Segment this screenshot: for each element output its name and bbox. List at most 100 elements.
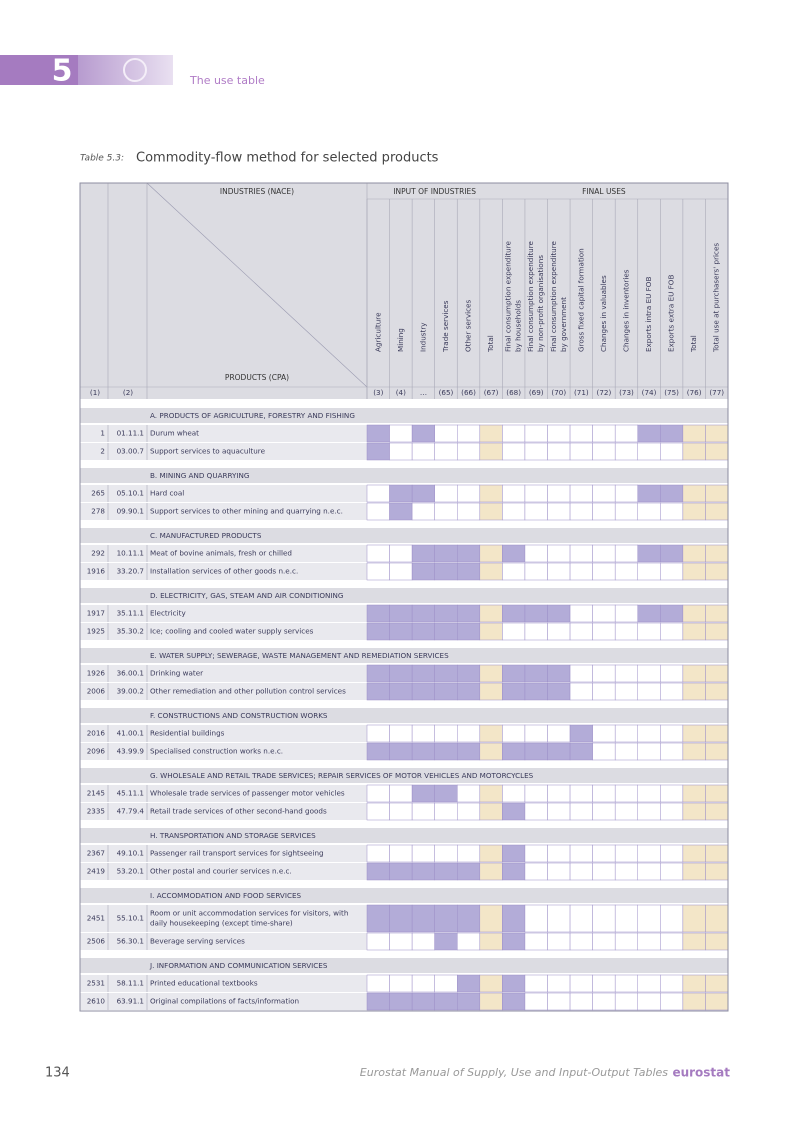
row-number: 2335: [87, 807, 105, 816]
cell: [524, 682, 548, 701]
cell: [502, 862, 526, 881]
section-bg: [80, 468, 728, 483]
cell: [660, 622, 684, 641]
cell: [682, 904, 706, 933]
cell: [660, 802, 684, 821]
cell: [524, 802, 548, 821]
cell: [660, 424, 684, 443]
page-number: 134: [45, 1066, 70, 1081]
cell: [457, 862, 481, 881]
cell: [479, 742, 503, 761]
cell: [705, 562, 729, 581]
cell: [366, 802, 390, 821]
cell: [682, 604, 706, 623]
cell: [457, 784, 481, 803]
cell: [502, 424, 526, 443]
cell: [682, 682, 706, 701]
column-code: (1): [90, 388, 100, 397]
cell: [569, 784, 593, 803]
cell: [524, 862, 548, 881]
cell: [592, 682, 616, 701]
row-code: 53.20.1: [117, 867, 144, 876]
section-title: D. ELECTRICITY, GAS, STEAM AND AIR CONDI…: [150, 591, 343, 600]
row-number: 1917: [87, 609, 105, 618]
row-code: 09.90.1: [117, 507, 144, 516]
cell: [569, 604, 593, 623]
cell: [614, 724, 638, 743]
row-code: 63.91.1: [117, 997, 144, 1006]
cell: [524, 844, 548, 863]
cell: [614, 484, 638, 503]
cell: [389, 484, 413, 503]
cell: [502, 904, 526, 933]
cell: [411, 974, 435, 993]
cell: [434, 904, 458, 933]
cell: [547, 742, 571, 761]
cell: [366, 904, 390, 933]
column-label: Final consumption expenditure: [526, 241, 535, 352]
row-number: 2610: [87, 997, 106, 1006]
cell: [411, 844, 435, 863]
row-label: daily housekeeping (except time-share): [150, 919, 293, 928]
cell: [457, 742, 481, 761]
section-title: J. INFORMATION AND COMMUNICATION SERVICE…: [149, 961, 328, 970]
section-title: G. WHOLESALE AND RETAIL TRADE SERVICES; …: [150, 771, 534, 780]
cell: [457, 502, 481, 521]
cell: [502, 484, 526, 503]
cell: [637, 724, 661, 743]
cell: [479, 682, 503, 701]
row-label: Retail trade services of other second-ha…: [150, 807, 327, 816]
column-label: Final consumption expenditure: [549, 241, 558, 352]
column-label: Other services: [464, 300, 473, 352]
cell: [366, 604, 390, 623]
cell: [705, 442, 729, 461]
cell: [614, 682, 638, 701]
column-label: Trade services: [441, 300, 450, 353]
cell: [524, 784, 548, 803]
cell: [569, 742, 593, 761]
cell: [614, 544, 638, 563]
cell: [411, 442, 435, 461]
row-number: 2506: [87, 937, 106, 946]
cell: [592, 604, 616, 623]
cell: [411, 562, 435, 581]
cell: [389, 682, 413, 701]
row-label: Residential buildings: [150, 729, 225, 738]
cell: [660, 932, 684, 951]
column-code: (2): [123, 388, 133, 397]
column-label: Final consumption expenditure: [504, 241, 513, 352]
input-title: INPUT OF INDUSTRIES: [393, 187, 476, 196]
cell: [366, 844, 390, 863]
chapter-band: [78, 55, 173, 85]
cell: [547, 604, 571, 623]
cell: [411, 484, 435, 503]
cell: [592, 904, 616, 933]
cell: [637, 862, 661, 881]
cell: [592, 424, 616, 443]
cell: [389, 862, 413, 881]
header-diagonal: [146, 182, 368, 388]
cell: [457, 992, 481, 1011]
cell: [569, 562, 593, 581]
cell: [682, 802, 706, 821]
cell: [457, 622, 481, 641]
row-label: Beverage serving services: [150, 937, 245, 946]
cell: [614, 604, 638, 623]
row-code: 10.11.1: [117, 549, 144, 558]
cell: [592, 844, 616, 863]
row-label: Installation services of other goods n.e…: [150, 567, 298, 576]
cell: [411, 992, 435, 1011]
cell: [457, 904, 481, 933]
row-code: 56.30.1: [117, 937, 144, 946]
column-code: (74): [642, 388, 657, 397]
row-stub: [80, 443, 367, 460]
cell: [524, 604, 548, 623]
cell: [389, 844, 413, 863]
cell: [434, 742, 458, 761]
cell: [389, 604, 413, 623]
cell: [547, 664, 571, 683]
row-number: 1: [100, 429, 105, 438]
chapter-icon: [123, 58, 147, 82]
cell: [524, 974, 548, 993]
cell: [434, 784, 458, 803]
